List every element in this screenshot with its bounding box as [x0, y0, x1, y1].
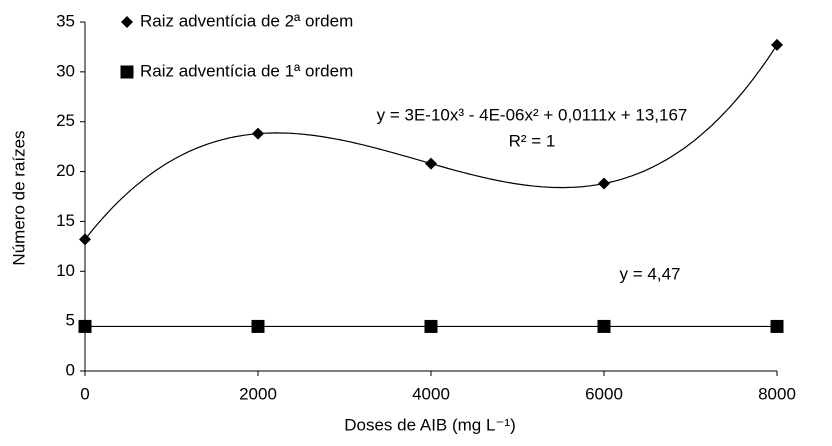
data-point [252, 127, 264, 140]
data-point [79, 233, 91, 246]
data-point [597, 319, 611, 333]
data-point [78, 319, 92, 333]
legend-marker [120, 65, 134, 79]
y-tick-label: 15 [56, 211, 75, 230]
x-tick-label: 8000 [758, 384, 796, 403]
y-tick-label: 35 [56, 11, 75, 30]
y-tick-label: 0 [66, 360, 75, 379]
x-tick-label: 4000 [412, 384, 450, 403]
data-point [424, 319, 438, 333]
trend-equation: y = 4,47 [620, 264, 681, 283]
y-tick-label: 20 [56, 161, 75, 180]
y-tick-label: 5 [66, 311, 75, 330]
x-tick-label: 0 [80, 384, 89, 403]
trend-equation: y = 3E-10x³ - 4E-06x² + 0,0111x + 13,167 [377, 105, 688, 124]
data-point [770, 319, 784, 333]
r-squared: R² = 1 [509, 131, 556, 150]
x-axis-title: Doses de AIB (mg L⁻¹) [344, 415, 515, 434]
legend-label: Raiz adventícia de 1ª ordem [140, 61, 353, 80]
legend-marker [121, 16, 133, 28]
y-axis-title: Número de raízes [9, 130, 28, 265]
y-tick-label: 10 [56, 261, 75, 280]
data-point [598, 177, 610, 190]
data-point [425, 157, 437, 170]
data-point [771, 38, 783, 51]
x-tick-label: 2000 [239, 384, 277, 403]
data-point [251, 319, 265, 333]
y-tick-label: 30 [56, 61, 75, 80]
legend-label: Raiz adventícia de 2ª ordem [140, 11, 353, 30]
x-tick-label: 6000 [585, 384, 623, 403]
y-tick-label: 25 [56, 111, 75, 130]
